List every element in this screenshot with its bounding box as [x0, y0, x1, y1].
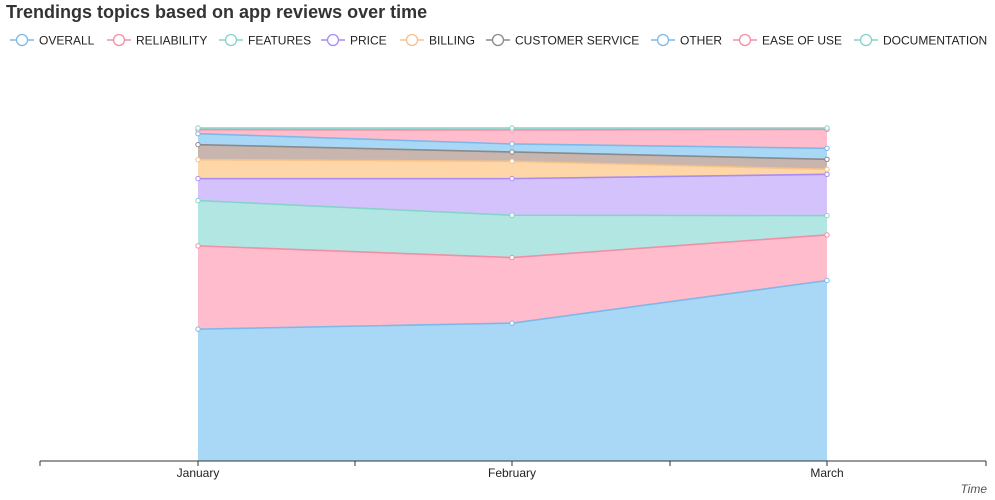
point-documentation-february[interactable]: [509, 125, 515, 131]
legend-item-billing[interactable]: BILLING: [400, 34, 475, 48]
legend-label-documentation: DOCUMENTATION: [883, 34, 987, 48]
legend-item-documentation[interactable]: DOCUMENTATION: [854, 34, 987, 48]
point-features-february[interactable]: [509, 212, 515, 218]
point-customer-service-january[interactable]: [195, 141, 201, 148]
x-tick-label-march: March: [810, 466, 843, 480]
chart-points: [195, 125, 830, 332]
legend-marker-documentation: [859, 33, 873, 47]
x-tick-label-february: February: [488, 466, 536, 480]
area-price: [198, 174, 827, 216]
point-price-march[interactable]: [824, 171, 830, 177]
legend-label-reliability: RELIABILITY: [136, 34, 207, 48]
legend-marker-ease-of-use: [738, 33, 752, 47]
point-features-march[interactable]: [824, 212, 830, 219]
chart-areas: [198, 128, 827, 461]
legend-label-overall: OVERALL: [39, 34, 95, 48]
area-overall: [198, 280, 827, 461]
point-overall-march[interactable]: [824, 277, 830, 284]
point-reliability-january[interactable]: [195, 243, 201, 249]
point-reliability-february[interactable]: [509, 254, 515, 261]
legend[interactable]: OVERALL RELIABILITY FEATURES PRICE BILLING CU…: [10, 34, 987, 48]
point-customer-service-february[interactable]: [509, 149, 515, 155]
legend-label-features: FEATURES: [248, 34, 311, 48]
legend-marker-features: [224, 33, 238, 47]
legend-marker-overall: [15, 33, 29, 47]
legend-marker-billing: [405, 33, 419, 47]
legend-item-customer-service[interactable]: CUSTOMER SERVICE: [486, 34, 639, 48]
legend-label-billing: BILLING: [429, 34, 475, 48]
point-reliability-march[interactable]: [824, 232, 830, 238]
x-tick-label-january: January: [177, 466, 220, 480]
point-billing-february[interactable]: [509, 158, 515, 165]
legend-label-other: OTHER: [680, 34, 722, 48]
point-customer-service-march[interactable]: [824, 156, 830, 163]
legend-item-ease-of-use[interactable]: EASE OF USE: [733, 34, 842, 48]
legend-marker-price: [326, 33, 340, 47]
legend-marker-other: [656, 33, 670, 47]
area-customer-service: [198, 144, 827, 170]
point-billing-january[interactable]: [195, 156, 201, 163]
point-other-march[interactable]: [824, 145, 830, 152]
legend-item-other[interactable]: OTHER: [651, 34, 722, 48]
legend-item-price[interactable]: PRICE: [321, 34, 387, 48]
legend-item-features[interactable]: FEATURES: [219, 34, 311, 48]
legend-marker-customer-service: [491, 33, 505, 47]
point-price-february[interactable]: [509, 175, 515, 182]
point-price-january[interactable]: [195, 175, 201, 182]
point-documentation-march[interactable]: [824, 125, 830, 131]
point-features-january[interactable]: [195, 197, 201, 204]
point-overall-february[interactable]: [509, 320, 515, 326]
chart-title: Trendings topics based on app reviews ov…: [6, 2, 428, 22]
point-overall-january[interactable]: [195, 326, 201, 332]
point-other-february[interactable]: [509, 141, 515, 147]
legend-label-customer-service: CUSTOMER SERVICE: [515, 34, 639, 48]
area-reliability: [198, 234, 827, 330]
point-documentation-january[interactable]: [195, 125, 201, 131]
area-billing: [198, 159, 827, 179]
x-axis-ticks: January February March: [39, 461, 987, 480]
legend-item-reliability[interactable]: RELIABILITY: [107, 34, 207, 48]
legend-item-overall[interactable]: OVERALL: [10, 34, 95, 48]
x-axis-label: Time: [960, 482, 987, 496]
legend-marker-reliability: [112, 33, 126, 47]
legend-label-ease-of-use: EASE OF USE: [762, 34, 842, 48]
point-billing-march[interactable]: [824, 166, 830, 172]
area-features: [198, 200, 827, 258]
area-ease-of-use: [198, 129, 827, 149]
legend-label-price: PRICE: [350, 34, 387, 48]
